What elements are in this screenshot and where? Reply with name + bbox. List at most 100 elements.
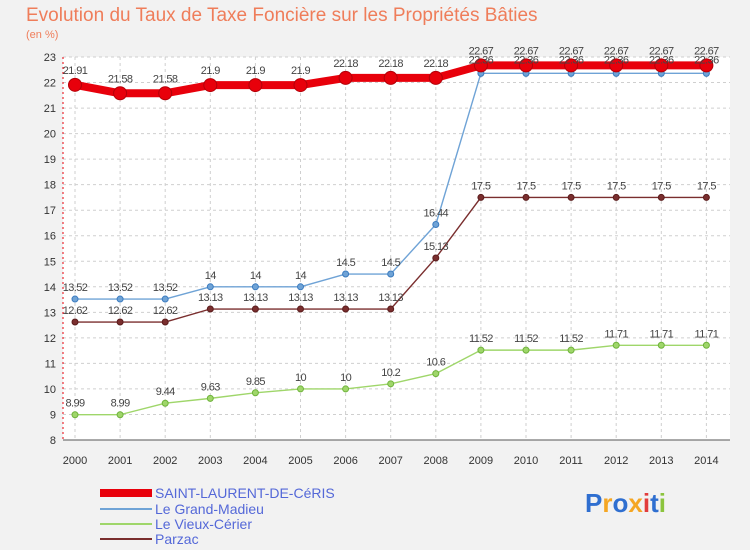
brand-letter: P bbox=[585, 488, 603, 518]
y-tick-label: 14 bbox=[44, 282, 56, 294]
legend-label: Le Grand-Madieu bbox=[155, 501, 264, 517]
data-point-series-3 bbox=[342, 305, 350, 313]
data-label: 13.52 bbox=[108, 282, 133, 294]
brand-letter: o bbox=[612, 488, 629, 518]
y-tick-label: 22 bbox=[44, 78, 56, 90]
data-point-series-2 bbox=[251, 389, 259, 397]
data-label: 21.9 bbox=[246, 65, 265, 77]
brand-letter: i bbox=[658, 488, 666, 518]
data-label: 22.36 bbox=[559, 54, 584, 66]
chart-subtitle: (en %) bbox=[26, 29, 59, 41]
data-point-series-0 bbox=[473, 58, 488, 73]
x-tick-label: 2014 bbox=[694, 455, 718, 467]
data-label: 22.18 bbox=[378, 58, 403, 70]
y-tick-label: 11 bbox=[45, 358, 56, 370]
data-point-series-2 bbox=[206, 394, 214, 402]
data-label: 11.71 bbox=[604, 328, 628, 340]
data-point-series-2 bbox=[432, 370, 440, 378]
data-point-series-1 bbox=[342, 270, 350, 278]
brand-letter: t bbox=[650, 488, 659, 518]
y-tick-label: 13 bbox=[44, 307, 56, 319]
data-label: 22.36 bbox=[604, 54, 629, 66]
x-tick-label: 2004 bbox=[243, 455, 267, 467]
data-point-series-3 bbox=[116, 318, 124, 326]
data-point-series-2 bbox=[522, 346, 530, 354]
data-label: 11.52 bbox=[514, 333, 538, 345]
data-point-series-0 bbox=[654, 58, 669, 73]
x-tick-label: 2010 bbox=[514, 455, 538, 467]
data-point-series-2 bbox=[116, 411, 124, 419]
x-tick-label: 2008 bbox=[424, 455, 448, 467]
legend-label: SAINT-LAURENT-DE-CéRIS bbox=[155, 485, 335, 501]
x-tick-label: 2002 bbox=[153, 455, 177, 467]
brand-letter: r bbox=[602, 488, 613, 518]
legend-swatch bbox=[100, 489, 152, 497]
data-label: 16.44 bbox=[424, 207, 449, 219]
data-label: 22.18 bbox=[333, 58, 358, 70]
data-point-series-2 bbox=[477, 346, 485, 354]
data-point-series-0 bbox=[203, 78, 218, 93]
legend-item-series-2: Le Vieux-Cérier bbox=[100, 516, 253, 532]
y-tick-label: 9 bbox=[50, 409, 56, 421]
data-label: 9.44 bbox=[156, 386, 175, 398]
y-tick-label: 15 bbox=[44, 256, 56, 268]
data-point-series-2 bbox=[342, 385, 350, 393]
data-point-series-3 bbox=[522, 193, 530, 201]
data-label: 10.2 bbox=[381, 367, 400, 379]
data-label: 10 bbox=[340, 372, 352, 384]
data-label: 11.71 bbox=[695, 328, 719, 340]
data-point-series-1 bbox=[297, 283, 304, 291]
x-tick-label: 2003 bbox=[198, 455, 222, 467]
data-point-series-3 bbox=[477, 193, 485, 201]
data-point-series-1 bbox=[71, 295, 79, 303]
data-label: 22.67 bbox=[469, 45, 494, 57]
data-point-series-1 bbox=[387, 270, 395, 278]
data-point-series-1 bbox=[432, 220, 440, 228]
y-tick-label: 17 bbox=[44, 205, 56, 217]
data-label: 14 bbox=[250, 270, 262, 282]
y-tick-label: 10 bbox=[44, 384, 56, 396]
data-point-series-1 bbox=[116, 295, 124, 303]
x-tick-label: 2012 bbox=[604, 455, 628, 467]
data-point-series-2 bbox=[702, 341, 710, 349]
data-label: 17.5 bbox=[607, 180, 626, 192]
data-label: 21.58 bbox=[108, 73, 133, 85]
x-tick-label: 2000 bbox=[63, 455, 87, 467]
data-point-series-3 bbox=[432, 254, 440, 262]
data-label: 21.91 bbox=[63, 65, 88, 77]
data-label: 14.5 bbox=[381, 257, 400, 269]
y-tick-label: 12 bbox=[44, 333, 56, 345]
data-label: 10 bbox=[295, 372, 307, 384]
data-point-series-2 bbox=[567, 346, 575, 354]
data-label: 22.67 bbox=[649, 45, 674, 57]
data-point-series-3 bbox=[567, 193, 575, 201]
data-point-series-0 bbox=[338, 70, 353, 85]
y-tick-label: 8 bbox=[50, 435, 56, 447]
data-point-series-0 bbox=[428, 70, 443, 85]
data-label: 21.9 bbox=[291, 65, 310, 77]
data-label: 22.36 bbox=[649, 54, 674, 66]
legend-item-series-1: Le Grand-Madieu bbox=[100, 501, 264, 517]
data-point-series-0 bbox=[293, 78, 308, 93]
legend-label: Le Vieux-Cérier bbox=[155, 516, 253, 532]
x-tick-label: 2006 bbox=[333, 455, 357, 467]
data-label: 13.52 bbox=[153, 282, 178, 294]
y-tick-label: 21 bbox=[44, 103, 56, 115]
data-label: 22.67 bbox=[694, 45, 719, 57]
data-label: 13.13 bbox=[288, 292, 313, 304]
data-label: 14.5 bbox=[336, 257, 355, 269]
data-label: 13.13 bbox=[333, 292, 358, 304]
x-tick-label: 2011 bbox=[559, 455, 583, 467]
data-label: 12.62 bbox=[108, 305, 133, 317]
data-label: 13.13 bbox=[198, 292, 223, 304]
y-tick-label: 18 bbox=[44, 180, 56, 192]
data-point-series-3 bbox=[251, 305, 259, 313]
data-point-series-0 bbox=[68, 77, 82, 92]
data-point-series-3 bbox=[297, 305, 304, 313]
legend-swatch bbox=[100, 538, 152, 540]
data-label: 8.99 bbox=[65, 398, 84, 410]
y-tick-label: 19 bbox=[44, 154, 56, 166]
brand-letter: i bbox=[642, 488, 651, 518]
brand-logo: Proxiti bbox=[585, 488, 666, 519]
legend-swatch bbox=[100, 523, 152, 525]
